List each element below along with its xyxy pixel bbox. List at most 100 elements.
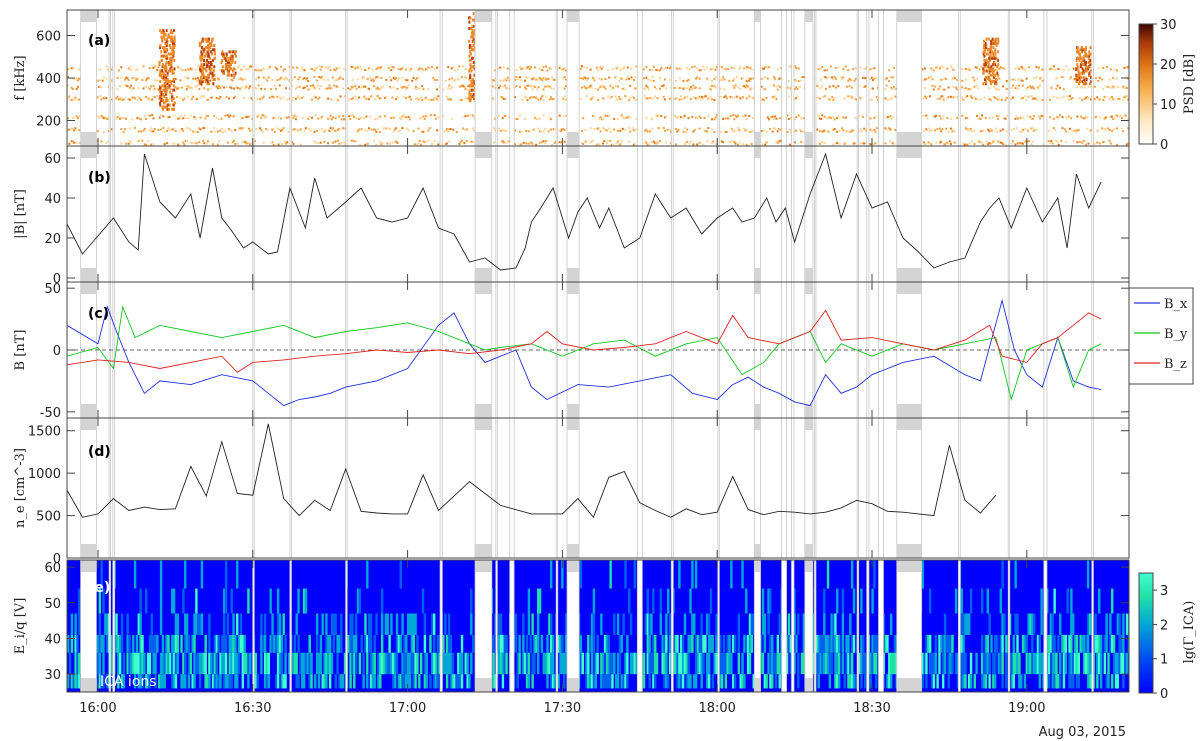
data-gap [1091, 9, 1094, 147]
psd-cell [624, 88, 627, 91]
ion-flux-cell [1047, 634, 1051, 653]
psd-cell [110, 79, 113, 82]
psd-burst-cell [992, 46, 995, 50]
ion-flux-cell [146, 652, 150, 675]
psd-burst-cell [472, 65, 475, 69]
psd-cell [519, 76, 522, 79]
psd-cell [938, 141, 941, 144]
ion-flux-cell [724, 674, 728, 689]
psd-cell [210, 96, 213, 99]
psd-cell [115, 97, 118, 100]
psd-cell [249, 65, 252, 68]
psd-cell [1097, 97, 1100, 100]
psd-cell [1103, 95, 1106, 98]
psd-cell [985, 78, 988, 81]
psd-burst-cell [201, 52, 204, 56]
psd-cell [240, 77, 243, 80]
psd-burst-cell [171, 37, 174, 41]
psd-cell [734, 129, 737, 132]
psd-burst-cell [472, 12, 475, 16]
psd-cell [303, 129, 306, 132]
psd-cell [604, 128, 607, 131]
psd-cell [327, 142, 330, 145]
ion-flux-cell [769, 674, 772, 689]
psd-cell [631, 127, 634, 130]
ion-flux-cell [414, 652, 417, 675]
psd-cell [267, 76, 270, 79]
psd-cell [100, 114, 103, 117]
psd-cell [231, 79, 234, 82]
psd-cell [201, 95, 204, 98]
psd-burst-cell [985, 52, 988, 56]
psd-cell [374, 128, 377, 131]
ion-flux-cell [990, 634, 993, 653]
psd-cell [237, 65, 240, 68]
psd-cell [465, 88, 468, 91]
psd-cell [400, 85, 403, 88]
psd-cell [502, 79, 505, 82]
ion-flux-cell [650, 613, 653, 635]
psd-burst-cell [228, 56, 231, 60]
psd-cell [294, 97, 297, 100]
psd-cell [494, 117, 497, 120]
psd-cell [950, 95, 953, 98]
psd-cell [417, 68, 420, 71]
psd-cell [1075, 131, 1078, 134]
psd-burst-cell [160, 97, 163, 101]
ion-flux-cell [836, 634, 839, 653]
psd-cell [937, 88, 940, 91]
psd-cell [850, 96, 853, 99]
data-gap [439, 145, 443, 283]
psd-burst-cell [170, 61, 173, 64]
psd-burst-cell [198, 82, 201, 86]
ion-flux-cell [241, 674, 245, 689]
ion-flux-cell [676, 652, 679, 675]
psd-cell [450, 77, 453, 80]
psd-burst-cell [224, 67, 227, 71]
psd-cell [223, 86, 226, 89]
psd-cell [272, 117, 275, 120]
psd-cell [385, 78, 388, 81]
psd-burst-cell [471, 56, 474, 60]
psd-cell [315, 67, 318, 70]
psd-cell [662, 84, 665, 87]
psd-cell [128, 66, 131, 69]
ion-flux-cell [458, 652, 462, 675]
psd-burst-cell [222, 69, 225, 73]
ion-flux-cell [239, 613, 243, 635]
psd-cell [750, 77, 753, 80]
psd-cell [961, 114, 964, 117]
psd-cell [827, 130, 830, 133]
psd-cell [976, 114, 979, 117]
ion-flux-cell [501, 674, 505, 689]
ion-flux-cell [642, 652, 646, 675]
psd-cell [562, 97, 565, 100]
psd-burst-cell [173, 37, 176, 41]
psd-cell [197, 131, 200, 134]
psd-cell [219, 129, 222, 132]
psd-cell [402, 114, 405, 117]
psd-burst-cell [990, 46, 993, 50]
psd-cell [610, 143, 613, 146]
psd-cell [151, 114, 154, 117]
ion-flux-cell [410, 652, 414, 675]
psd-cell [998, 77, 1001, 80]
ion-flux-cell [460, 674, 464, 689]
psd-cell [376, 75, 379, 78]
psd-cell [1005, 96, 1008, 99]
ion-flux-cell [195, 613, 198, 635]
ion-flux-cell [412, 674, 415, 689]
ion-flux-cell [728, 652, 731, 675]
psd-burst-cell [161, 46, 164, 50]
ion-flux-cell [106, 674, 109, 689]
panel-a-label: (a) [88, 33, 110, 49]
psd-burst-cell [164, 84, 167, 88]
psd-cell [707, 127, 710, 130]
psd-cell [831, 76, 834, 79]
ion-flux-cell [527, 652, 531, 675]
psd-cell [136, 98, 139, 101]
psd-cell [687, 117, 690, 120]
data-gap [878, 417, 884, 559]
psd-cell [926, 129, 929, 132]
ion-spectrogram-marks [67, 560, 1129, 692]
